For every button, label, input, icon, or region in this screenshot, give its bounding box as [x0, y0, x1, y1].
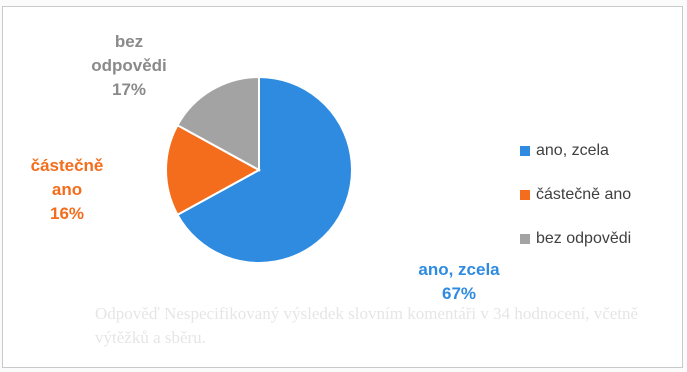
pie-slice-1 [165, 123, 262, 217]
slice-label-castecne-ano: částečně ano 16% [12, 154, 122, 226]
legend-label-ano-zcela: ano, zcela [536, 141, 609, 159]
slice-label-bez-odpovedi: bez odpovědi 17% [74, 30, 184, 102]
slice-label-ano-zcela: ano, zcela 67% [384, 258, 534, 306]
background-bleed-text: Odpověď Nespecifikovaný výsledek slovním… [95, 304, 639, 347]
pie-slice-0 [176, 75, 353, 264]
slice-percent-castecne-ano: 16% [49, 204, 85, 223]
legend-item-bez-odpovedi: bez odpovědi [520, 228, 631, 249]
legend-label-castecne-ano: částečně ano [536, 185, 632, 203]
legend-swatch-ano-zcela [520, 145, 530, 156]
slice-name-ano-zcela: ano, zcela [418, 260, 500, 279]
legend-swatch-bez-odpovedi [520, 233, 530, 244]
legend-item-ano-zcela: ano, zcela [520, 140, 631, 161]
slice-name-bez-odpovedi: bez odpovědi [91, 32, 167, 75]
slice-percent-bez-odpovedi: 17% [111, 80, 147, 99]
chart-legend: ano, zcela částečně ano bez odpovědi [520, 140, 631, 272]
slice-percent-ano-zcela: 67% [441, 284, 477, 303]
legend-label-bez-odpovedi: bez odpovědi [536, 229, 632, 247]
slice-name-castecne-ano: částečně ano [30, 156, 104, 199]
legend-item-castecne-ano: částečně ano [520, 184, 631, 205]
legend-swatch-castecne-ano [520, 189, 530, 200]
pie-slice-2 [176, 75, 260, 172]
